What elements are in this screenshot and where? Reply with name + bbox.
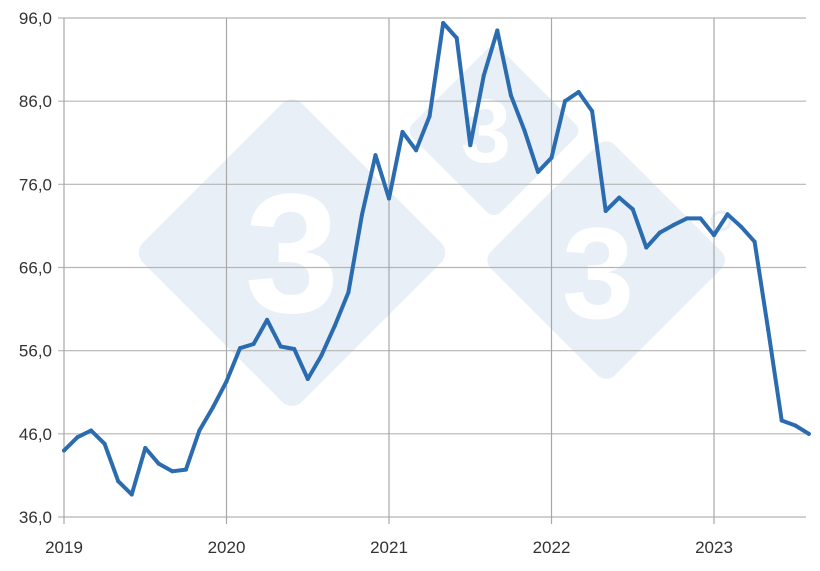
x-tick-label: 2022 xyxy=(533,538,571,557)
grid xyxy=(58,17,806,524)
data-point xyxy=(739,224,744,229)
y-tick-label: 66,0 xyxy=(19,259,52,278)
data-point xyxy=(319,353,324,358)
data-point xyxy=(278,344,283,349)
series-group xyxy=(62,20,811,497)
data-point xyxy=(414,148,419,153)
data-point xyxy=(657,230,662,235)
data-point xyxy=(156,461,161,466)
data-point xyxy=(590,109,595,114)
data-point xyxy=(481,73,486,78)
data-point xyxy=(89,428,94,433)
data-point xyxy=(62,448,66,453)
watermark-logo-left: 3 xyxy=(245,159,340,349)
data-point xyxy=(359,213,364,218)
data-point xyxy=(684,216,689,221)
data-point xyxy=(549,155,554,160)
y-tick-label: 56,0 xyxy=(19,342,52,361)
data-point xyxy=(305,376,310,381)
data-point xyxy=(766,327,771,332)
data-point xyxy=(210,405,215,410)
data-point xyxy=(441,20,446,25)
data-point xyxy=(563,99,568,104)
x-tick-label: 2023 xyxy=(695,538,733,557)
data-point xyxy=(793,423,798,428)
data-point xyxy=(292,347,297,352)
watermark-diamond-right xyxy=(487,141,725,379)
x-axis-ticks: 2019 2020 2021 2022 2023 xyxy=(45,538,733,557)
series-line xyxy=(62,21,811,497)
data-point xyxy=(116,479,121,484)
watermark: 3 3 3 xyxy=(138,46,732,407)
data-point xyxy=(630,207,635,212)
y-axis-ticks: 36,0 46,0 56,0 66,0 76,0 86,0 96,0 xyxy=(19,9,52,527)
data-point xyxy=(265,317,270,322)
data-point xyxy=(251,342,256,347)
y-tick-label: 46,0 xyxy=(19,425,52,444)
data-point xyxy=(102,441,107,446)
data-point xyxy=(698,216,703,221)
watermark-diamond-left xyxy=(138,99,446,407)
data-point xyxy=(75,435,80,440)
data-point xyxy=(671,223,676,228)
watermark-registered-mark xyxy=(710,210,732,232)
data-point xyxy=(183,467,188,472)
y-tick-label: 96,0 xyxy=(19,9,52,28)
data-point xyxy=(779,418,784,423)
y-tick-label: 36,0 xyxy=(19,508,52,527)
x-tick-label: 2019 xyxy=(45,538,83,557)
data-point xyxy=(332,323,337,328)
watermark-diamond-top xyxy=(409,46,579,215)
data-point xyxy=(617,195,622,200)
data-point xyxy=(170,469,175,474)
data-point xyxy=(143,445,148,450)
data-point xyxy=(495,28,500,33)
data-point xyxy=(712,233,716,238)
data-point xyxy=(197,428,202,433)
data-point xyxy=(129,492,134,497)
data-point xyxy=(387,196,391,201)
y-tick-label: 86,0 xyxy=(19,92,52,111)
data-point xyxy=(373,153,378,158)
data-point xyxy=(238,346,243,351)
data-point xyxy=(508,93,513,98)
data-point xyxy=(603,208,608,213)
watermark-logo-right: 3 xyxy=(562,200,634,346)
data-point xyxy=(427,114,432,119)
x-tick-label: 2020 xyxy=(208,538,246,557)
data-point xyxy=(400,129,405,134)
data-point xyxy=(454,35,459,40)
data-point xyxy=(522,128,527,133)
x-tick-label: 2021 xyxy=(370,538,408,557)
data-point xyxy=(644,245,649,250)
data-point xyxy=(468,143,473,148)
data-point xyxy=(346,290,351,295)
data-point xyxy=(725,212,730,217)
data-point xyxy=(576,90,581,95)
data-point xyxy=(752,239,757,244)
data-point xyxy=(806,431,811,436)
data-point xyxy=(535,169,540,174)
y-tick-label: 76,0 xyxy=(19,175,52,194)
data-point xyxy=(224,379,229,384)
